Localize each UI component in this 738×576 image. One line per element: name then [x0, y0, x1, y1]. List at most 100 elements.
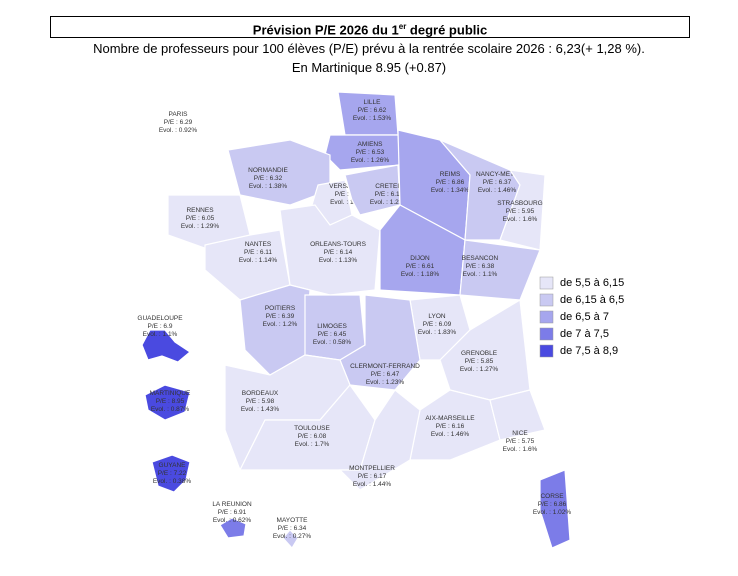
region-name: CLERMONT-FERRAND — [350, 363, 420, 370]
region-pe: P/E : 6.86 — [436, 179, 465, 186]
region-evol: Evol. : 1.7% — [295, 441, 330, 448]
region-pe: P/E : 6.38 — [466, 263, 495, 270]
region-name: TOULOUSE — [294, 425, 330, 432]
region-evol: Evol. : 1.2% — [263, 321, 298, 328]
region-shape — [344, 164, 401, 216]
legend-label: de 6,15 à 6,5 — [560, 294, 624, 306]
region-evol: Evol. : 1.02% — [533, 509, 572, 516]
region-shape — [144, 384, 191, 421]
region-evol: Evol. : 1.43% — [241, 406, 280, 413]
legend-label: de 7 à 7,5 — [560, 328, 609, 340]
region-name: LYON — [428, 313, 446, 320]
region-evol: Evol. : 1.38% — [249, 183, 288, 190]
region-evol: Evol. : 1.1% — [143, 331, 178, 338]
region-name: DIJON — [410, 255, 430, 262]
region-evol: Evol. : 1.46% — [478, 187, 517, 194]
region-shape — [282, 529, 299, 550]
region-evol: Evol. : 1.53% — [353, 115, 392, 122]
region-pe: P/E : 6.09 — [423, 321, 452, 328]
region-evol: Evol. : 1.46% — [431, 431, 470, 438]
region-pe: P/E : 7.22 — [158, 470, 187, 477]
region-shape — [339, 294, 421, 391]
region-name: MARTINIQUE — [150, 390, 191, 397]
legend-swatch — [539, 310, 554, 324]
region-name: NICE — [512, 430, 528, 437]
region-evol: Evol. : 1.26% — [351, 157, 390, 164]
region-pe: P/E : 6.62 — [358, 107, 387, 114]
region-evol: Evol. : 0.87% — [151, 406, 190, 413]
region-shape — [459, 239, 541, 301]
region-evol: Evol. : 1.14% — [239, 257, 278, 264]
region-name: AIX-MARSEILLE — [425, 415, 475, 422]
title-sup: er — [398, 22, 407, 31]
region-evol: Evol. : 1.13% — [319, 257, 358, 264]
region-pe: P/E : 6.32 — [254, 175, 283, 182]
legend-swatch — [539, 293, 554, 307]
legend-label: de 7,5 à 8,9 — [560, 345, 618, 357]
region-pe: P/E : 6.39 — [266, 313, 295, 320]
region-evol: Evol. : 1.27% — [460, 366, 499, 373]
region-evol: Evol. : 1.83% — [418, 329, 457, 336]
region-pe: P/E : 6.14 — [324, 249, 353, 256]
legend-swatch — [539, 276, 554, 290]
title-text: degré public — [406, 22, 488, 38]
region-name: NANTES — [245, 241, 272, 248]
region-pe: P/E : 6.61 — [406, 263, 435, 270]
region-shape — [539, 469, 571, 549]
region-shape — [151, 454, 191, 493]
region-shape — [489, 389, 546, 441]
region-pe: P/E : 6.16 — [436, 423, 465, 430]
region-name: CORSE — [540, 493, 564, 500]
region-evol: Evol. : 1.21% — [370, 199, 409, 206]
region-name: ORLEANS-TOURS — [310, 241, 367, 248]
region-pe: P/E : 6.47 — [371, 371, 400, 378]
region-name: RENNES — [186, 207, 214, 214]
subtitle: Nombre de professeurs pour 100 élèves (P… — [93, 41, 645, 56]
region-pe: P/E : 6.17 — [358, 473, 387, 480]
region-evol: Evol. : 0.27% — [273, 533, 312, 540]
region-name: AMIENS — [358, 141, 384, 148]
region-name: LA REUNION — [212, 501, 252, 508]
legend-label: de 6,5 à 7 — [560, 311, 609, 323]
region-shape — [499, 169, 546, 251]
region-evol: Evol. : 1.29% — [181, 223, 220, 230]
region-name: NANCY-METZ — [476, 171, 518, 178]
legend-label: de 5,5 à 6,15 — [560, 277, 624, 289]
region-shape — [141, 329, 192, 363]
region-pe: P/E : 6.91 — [218, 509, 247, 516]
subtitle: En Martinique 8.95 (+0.87) — [291, 60, 447, 75]
region-name: GUADELOUPE — [137, 315, 183, 322]
title-text: Prévision P/E 2026 du 1 — [252, 22, 399, 38]
title: Prévision P/E 2026 du 1er degré public — [50, 16, 690, 38]
region-name: MAYOTTE — [277, 517, 309, 524]
region-shape — [219, 517, 247, 539]
region-name: BESANCON — [462, 255, 499, 262]
region-evol: Evol. : 0.58% — [313, 339, 352, 346]
region-evol: Evol. : 0.62% — [213, 517, 252, 524]
region-evol: Evol. : 0.38% — [153, 478, 192, 485]
region-pe: P/E : 5.85 — [465, 358, 494, 365]
region-name: MONTPELLIER — [349, 465, 395, 472]
region-name: CRETEIL — [375, 183, 403, 190]
region-pe: P/E : 6.86 — [538, 501, 567, 508]
region-pe: P/E : 6.37 — [483, 179, 512, 186]
region-pe: P/E : 5.98 — [246, 398, 275, 405]
region-pe: P/E : 6.45 — [318, 331, 347, 338]
region-evol: Evol. : 1.23% — [366, 379, 405, 386]
region-pe: P/E : 6.29 — [164, 119, 193, 126]
region-name: GRENOBLE — [461, 350, 498, 357]
region-shape — [338, 389, 421, 491]
region-pe: P/E : 5.75 — [506, 438, 535, 445]
region-evol: Evol. : 1.6% — [503, 446, 538, 453]
region-name: STRASBOURG — [497, 200, 543, 207]
region-name: POITIERS — [265, 305, 296, 312]
region-pe: P/E : 5.83 — [335, 191, 364, 198]
region-name: LIMOGES — [317, 323, 347, 330]
region-name: NORMANDIE — [248, 167, 288, 174]
region-shape — [324, 134, 401, 171]
region-evol: Evol. : 1.44% — [353, 481, 392, 488]
region-pe: P/E : 6.11 — [244, 249, 272, 256]
region-evol: Evol. : 1.11% — [330, 199, 368, 206]
region-evol: Evol. : 1.34% — [431, 187, 470, 194]
